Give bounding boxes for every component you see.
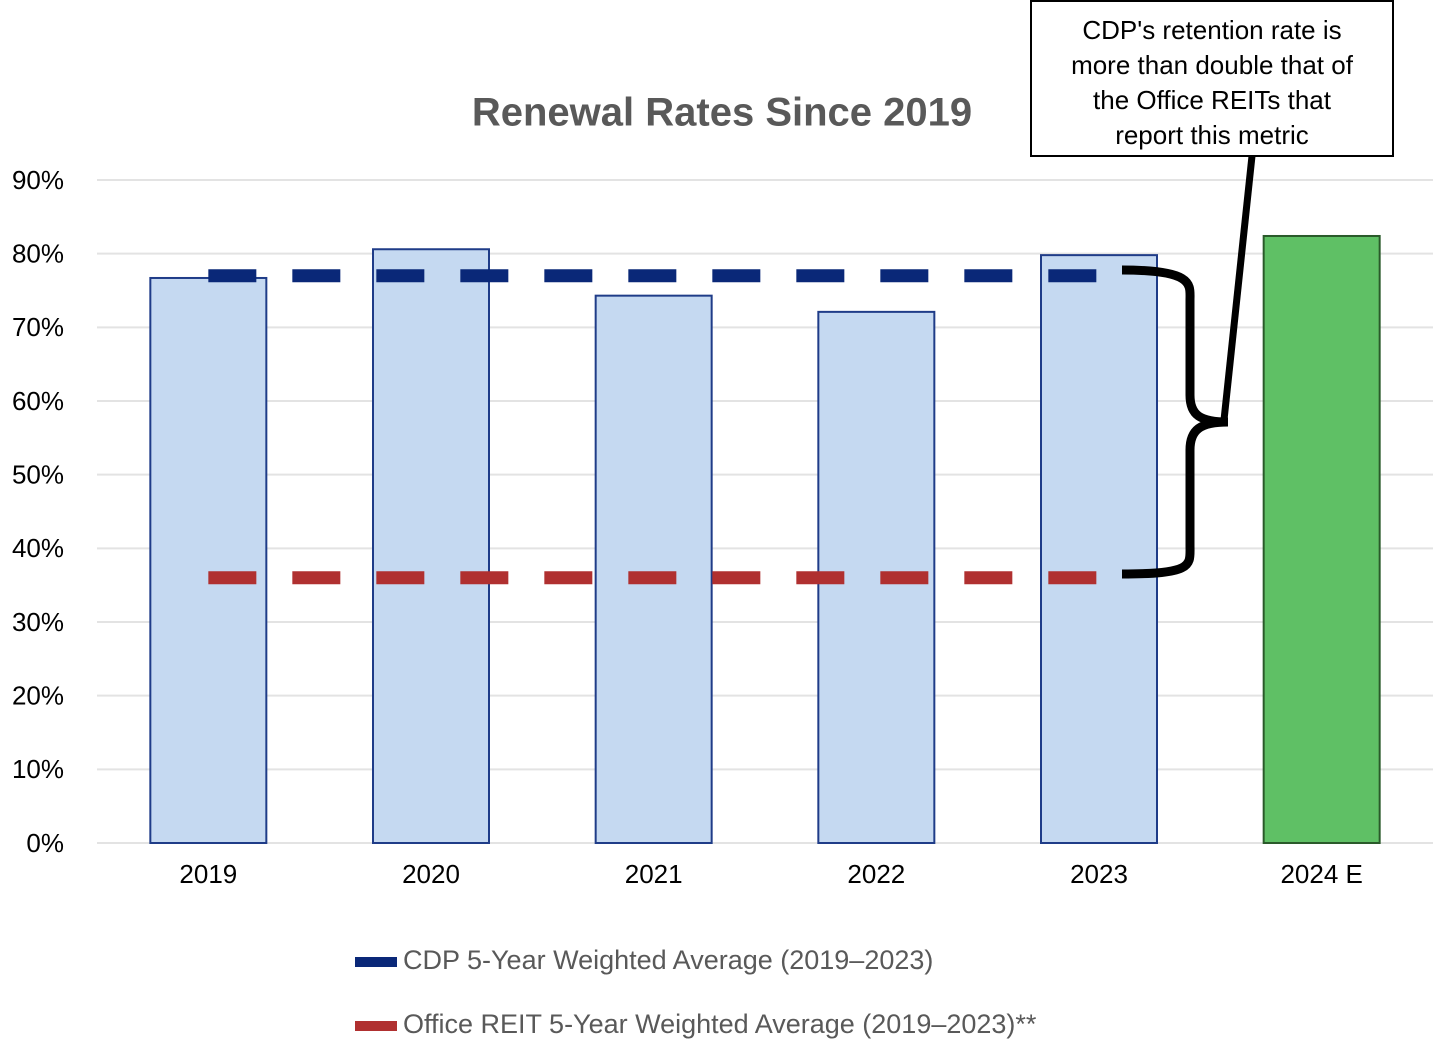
y-tick-label: 30% — [12, 607, 64, 637]
y-tick-label: 90% — [12, 165, 64, 195]
bar — [149, 276, 268, 844]
x-tick-label: 2021 — [625, 859, 683, 889]
bar — [1262, 234, 1381, 844]
chart-title: Renewal Rates Since 2019 — [472, 91, 972, 135]
legend-label: CDP 5-Year Weighted Average (2019–2023) — [403, 945, 933, 975]
legend-label: Office REIT 5-Year Weighted Average (201… — [403, 1009, 1037, 1039]
legend-swatch — [355, 957, 397, 967]
annotation-line: more than double that of — [1071, 50, 1354, 80]
bar — [372, 248, 490, 845]
bar — [594, 294, 713, 844]
y-tick-label: 70% — [12, 312, 64, 342]
x-tick-label: 2020 — [402, 859, 460, 889]
y-tick-label: 0% — [26, 828, 64, 858]
y-tick-label: 80% — [12, 239, 64, 269]
x-tick-label: 2022 — [847, 859, 905, 889]
y-tick-label: 40% — [12, 533, 64, 563]
annotation-box — [1030, 0, 1394, 157]
pointer — [1220, 155, 1256, 421]
plot: 0% 10% 20% 30% 40% 50% 60% 70% 80% 90% 2019 2020 202… — [12, 165, 1433, 889]
y-tick-label: 60% — [12, 386, 64, 416]
bar — [1040, 254, 1158, 844]
brace — [1121, 265, 1229, 579]
y-tick-label: 10% — [12, 754, 64, 784]
annotation-line: report this metric — [1115, 120, 1309, 150]
annotation-line: CDP's retention rate is — [1082, 15, 1341, 45]
y-tick-label: 20% — [12, 681, 64, 711]
x-tick-label: 2024 E — [1280, 859, 1362, 889]
x-tick-label: 2019 — [179, 859, 237, 889]
annotation-line: the Office REITs that — [1093, 85, 1332, 115]
y-tick-label: 50% — [12, 460, 64, 490]
legend-swatch — [355, 1021, 397, 1031]
x-tick-label: 2023 — [1070, 859, 1128, 889]
